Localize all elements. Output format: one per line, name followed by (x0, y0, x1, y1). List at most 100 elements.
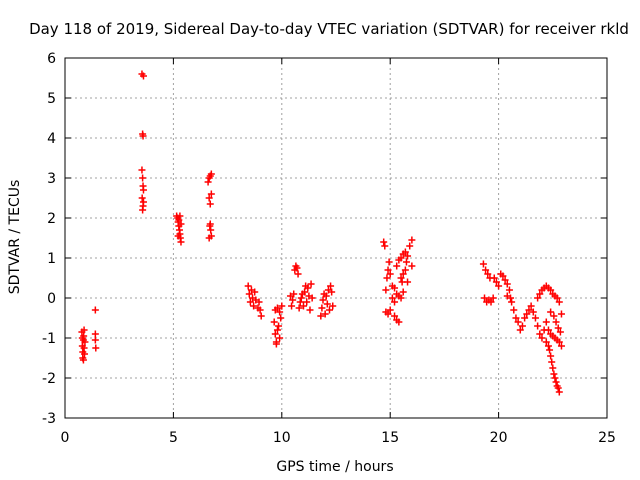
data-point (554, 384, 562, 392)
data-point (384, 310, 392, 318)
data-point (548, 358, 556, 366)
data-point (295, 304, 303, 312)
data-point (484, 270, 492, 278)
data-point (534, 322, 542, 330)
data-point (557, 342, 565, 350)
data-point (391, 284, 399, 292)
data-point (80, 332, 88, 340)
data-point (393, 262, 401, 270)
y-tick-label: 6 (47, 51, 56, 67)
data-point (547, 352, 555, 360)
data-point (398, 278, 406, 286)
y-tick-label: 0 (47, 291, 56, 307)
data-point (91, 336, 99, 344)
data-point (386, 270, 394, 278)
data-point (514, 318, 522, 326)
data-point (206, 200, 214, 208)
data-point (290, 290, 298, 298)
data-point (479, 260, 487, 268)
y-tick-label: 5 (47, 91, 56, 107)
data-point (304, 284, 312, 292)
y-tick-label: -1 (42, 331, 56, 347)
y-tick-label: 3 (47, 171, 56, 187)
data-point (297, 294, 305, 302)
data-point (505, 286, 513, 294)
data-point (276, 334, 284, 342)
data-point (288, 302, 296, 310)
data-point (79, 356, 87, 364)
data-point (92, 344, 100, 352)
data-point (139, 206, 147, 214)
data-point (308, 294, 316, 302)
data-point (307, 280, 315, 288)
data-point (206, 220, 214, 228)
data-point (139, 72, 147, 80)
data-point (321, 310, 329, 318)
data-point (544, 342, 552, 350)
data-point (549, 364, 557, 372)
data-point (542, 338, 550, 346)
data-point (323, 300, 331, 308)
data-point (512, 314, 520, 322)
data-point (327, 282, 335, 290)
x-tick-label: 10 (273, 430, 291, 446)
data-point (174, 232, 182, 240)
data-point (384, 266, 392, 274)
data-point (482, 266, 490, 274)
data-point (325, 306, 333, 314)
data-point (531, 314, 539, 322)
data-point (80, 326, 88, 334)
data-point (555, 388, 563, 396)
x-axis-label: GPS time / hours (276, 459, 393, 475)
data-point (205, 234, 213, 242)
data-point (391, 298, 399, 306)
data-point (139, 198, 147, 206)
data-point (139, 174, 147, 182)
data-point (270, 318, 278, 326)
data-point (245, 290, 253, 298)
y-tick-label: -3 (42, 411, 56, 427)
data-point (397, 294, 405, 302)
data-point (542, 318, 550, 326)
data-point (81, 350, 89, 358)
data-point (289, 296, 297, 304)
data-point (380, 238, 388, 246)
data-point (294, 270, 302, 278)
data-point (276, 308, 284, 316)
data-point (382, 286, 390, 294)
data-point (508, 298, 516, 306)
data-point (80, 344, 88, 352)
data-point (492, 278, 500, 286)
data-point (516, 326, 524, 334)
data-point (554, 324, 562, 332)
data-point (527, 302, 535, 310)
axis-ticks: 0 5 10 15 20 25 -3 -2 -1 0 1 2 3 4 5 6 (42, 51, 616, 446)
chart-title: Day 118 of 2019, Sidereal Day-to-day VTE… (29, 20, 629, 38)
data-point (388, 294, 396, 302)
data-point (328, 288, 336, 296)
data-point (319, 296, 327, 304)
data-point (255, 298, 263, 306)
data-point (408, 262, 416, 270)
data-point (501, 276, 509, 284)
data-point (397, 274, 405, 282)
data-point (555, 338, 563, 346)
data-point (481, 294, 489, 302)
data-point (391, 312, 399, 320)
data-point (490, 274, 498, 282)
data-point (204, 178, 212, 186)
data-point (401, 248, 409, 256)
data-point (296, 298, 304, 306)
data-series-rkld (78, 70, 565, 396)
data-point (399, 288, 407, 296)
data-point (322, 292, 330, 300)
data-point (205, 194, 213, 202)
data-point (487, 298, 495, 306)
data-point (306, 306, 314, 314)
data-point (538, 334, 546, 342)
data-point (402, 258, 410, 266)
data-point (383, 274, 391, 282)
data-point (207, 190, 215, 198)
data-point (138, 194, 146, 202)
data-point (544, 326, 552, 334)
